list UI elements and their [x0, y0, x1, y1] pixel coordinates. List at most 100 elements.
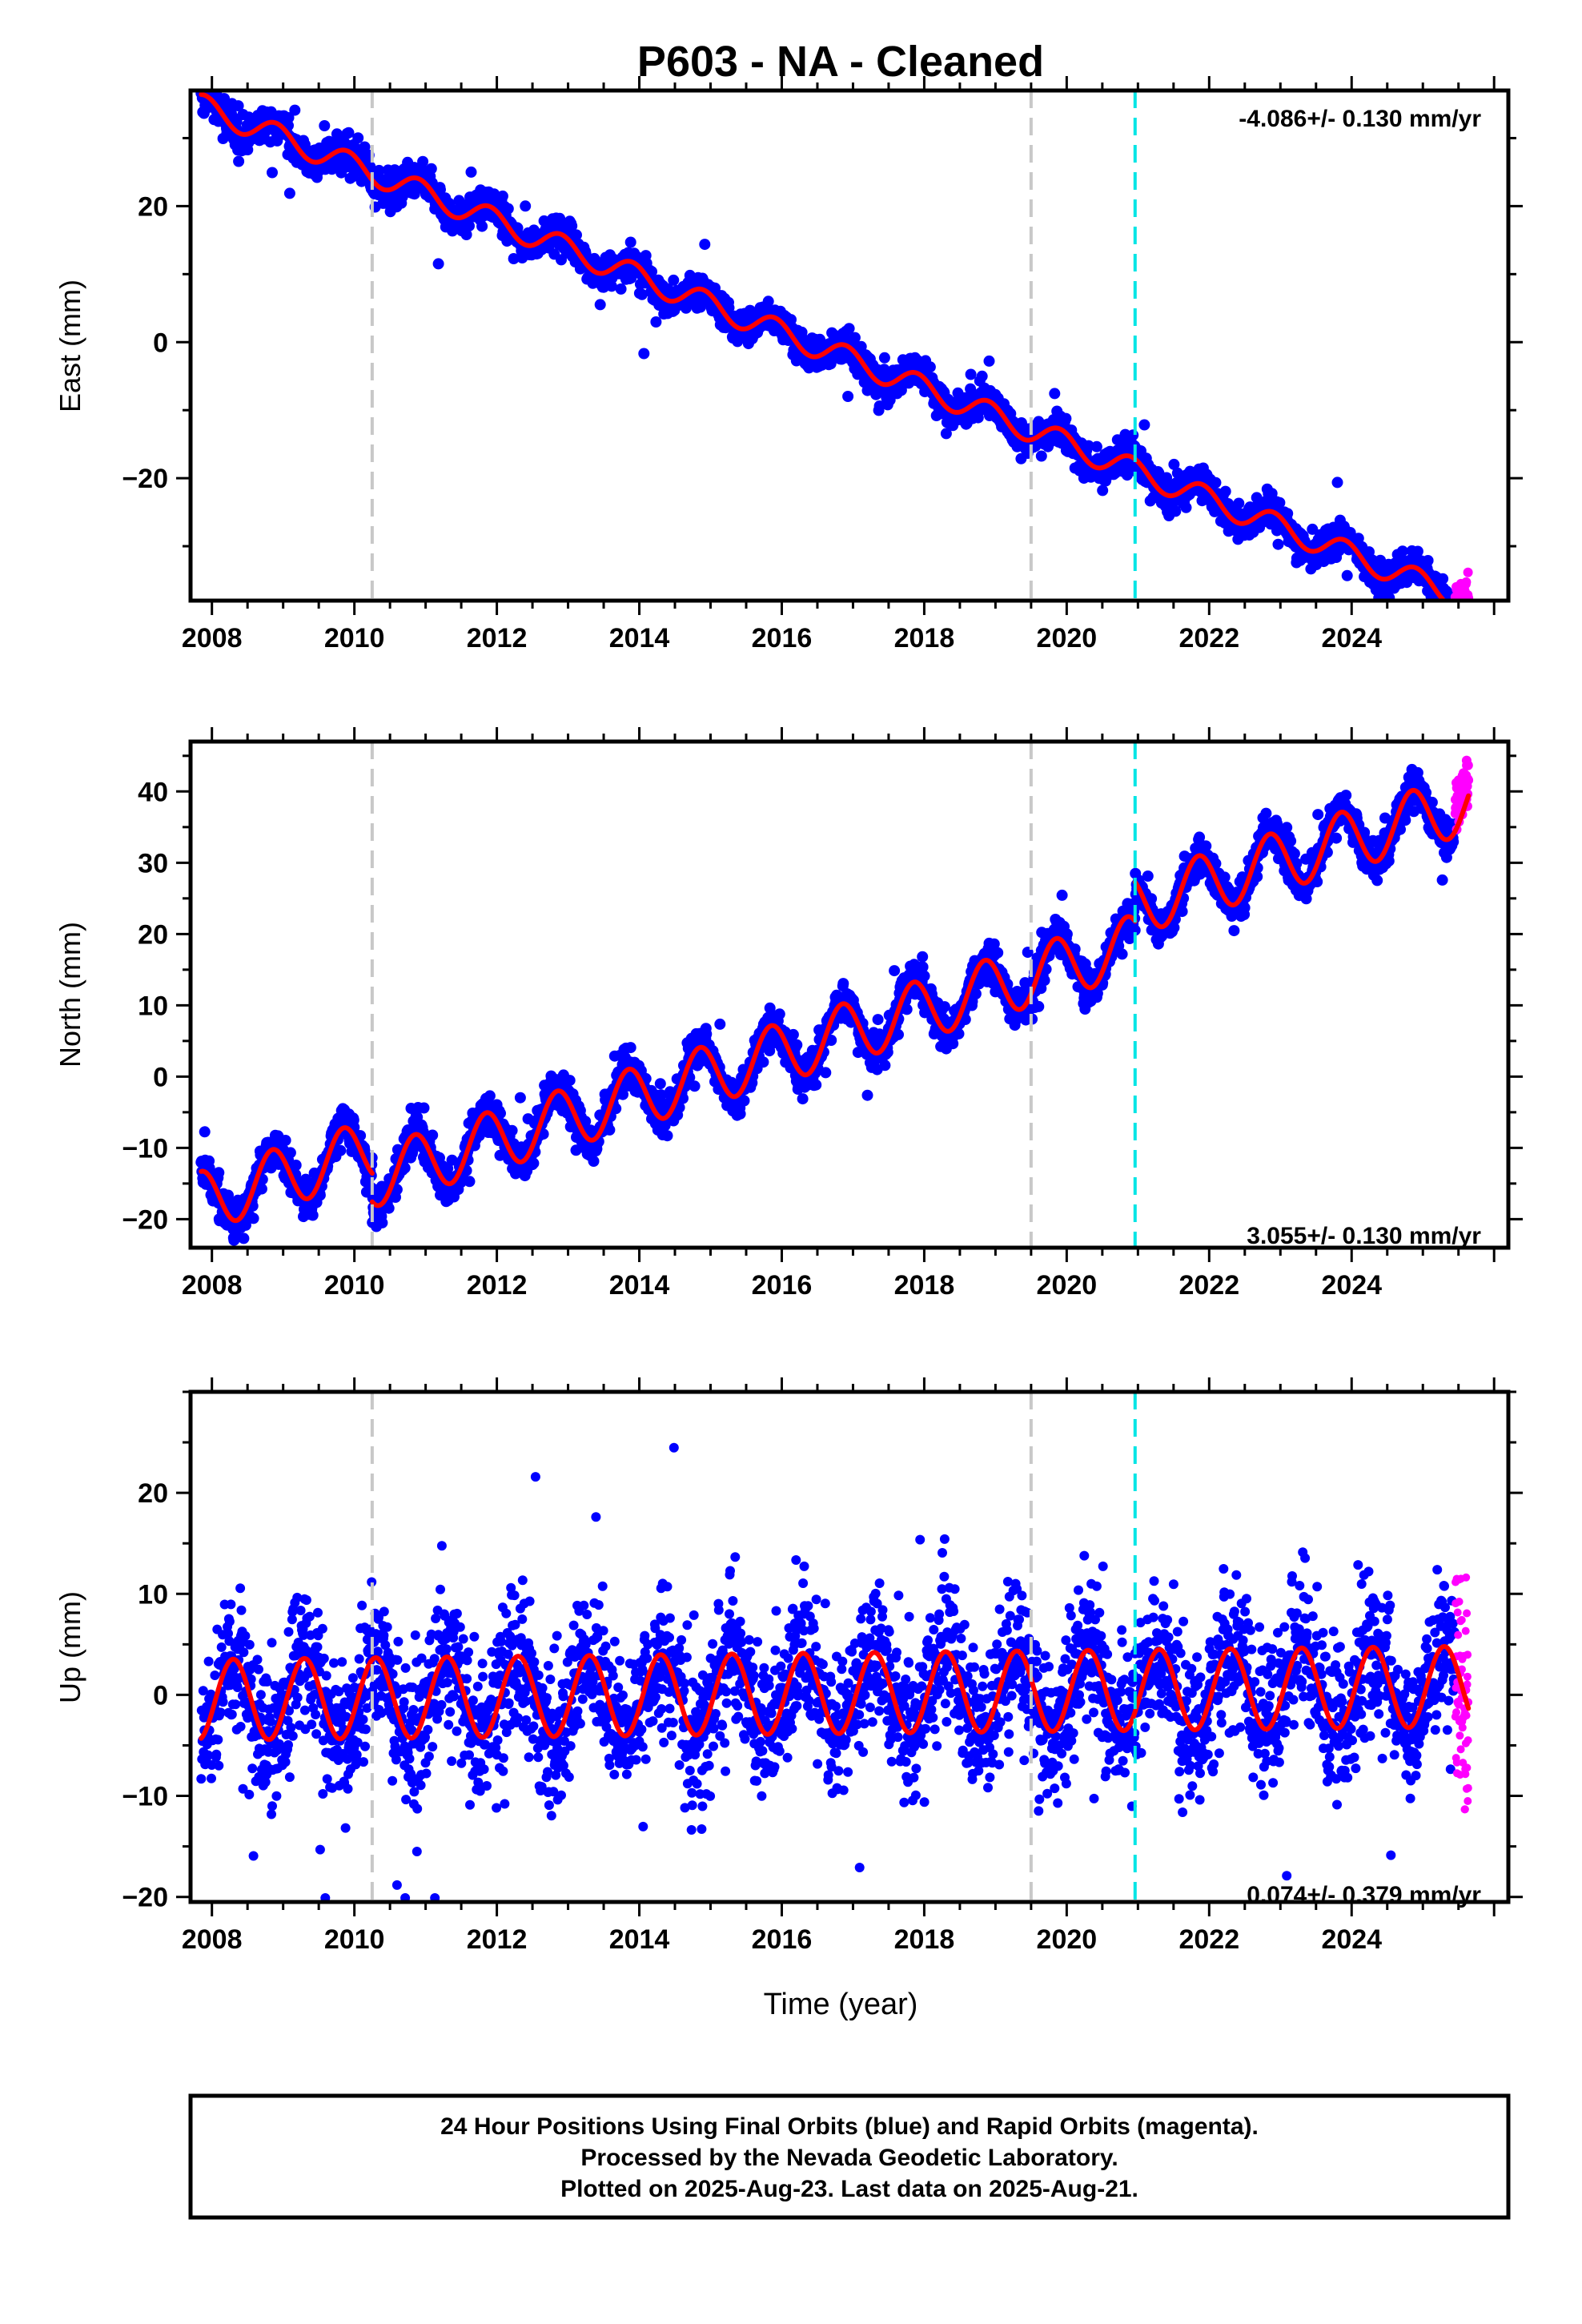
east-rapid-point-56 — [1461, 577, 1472, 587]
east-xtick-label: 2008 — [182, 623, 243, 653]
east-final-point-613 — [435, 183, 446, 195]
chart-title: P603 - NA - Cleaned — [637, 38, 1044, 86]
north-final-point-740 — [484, 1090, 496, 1102]
north-final-point-571 — [418, 1102, 430, 1114]
north-final-point-1195 — [661, 1130, 673, 1142]
east-final-point-2913 — [1331, 476, 1343, 489]
east-final-point-692 — [465, 166, 477, 178]
north-final-point-1576 — [810, 1079, 822, 1091]
east-final-point-1101 — [624, 236, 636, 248]
east-final-point-96 — [233, 155, 245, 167]
east-final-point-182 — [267, 167, 278, 179]
north-final-point-286 — [307, 1209, 319, 1221]
east-final-point-378 — [343, 127, 355, 139]
east-final-point-2311 — [1097, 485, 1109, 497]
north-final-point-69 — [223, 1189, 234, 1201]
panel-north: 2008 2010 2012 2014 2016 2018 2020 2022 2024−20−… — [54, 727, 1523, 1301]
north-final-point-481 — [383, 1202, 395, 1214]
east-final-point-2389 — [1127, 429, 1139, 441]
east-final-point-1155 — [646, 266, 657, 278]
east-ytick-label: 20 — [138, 191, 168, 222]
east-xtick-label: 2020 — [1037, 623, 1098, 653]
east-ytick-label: −20 — [122, 464, 168, 494]
east-final-point-2626 — [1219, 485, 1231, 497]
east-final-point-608 — [432, 258, 444, 270]
north-final-point-1483 — [773, 1008, 785, 1020]
east-final-point-2217 — [1060, 412, 1072, 424]
north-final-point-688 — [464, 1176, 476, 1188]
north-final-point-229 — [284, 1147, 296, 1159]
north-final-point-1382 — [734, 1108, 746, 1120]
north-final-point-243 — [290, 1160, 302, 1171]
north-scatter-layer — [195, 755, 1474, 1246]
east-xtick-label: 2012 — [467, 623, 528, 653]
east-final-point-2418 — [1138, 419, 1150, 431]
east-rate-label: -4.086+/- 0.130 mm/yr — [1239, 106, 1481, 132]
east-final-point-3119 — [1411, 545, 1423, 557]
east-final-point-720 — [476, 220, 488, 232]
east-final-point-2761 — [1272, 538, 1284, 550]
east-final-point-831 — [520, 200, 532, 212]
north-final-point-1527 — [791, 1039, 803, 1051]
east-final-point-801 — [508, 253, 520, 264]
north-final-point-464 — [376, 1216, 388, 1228]
north-final-point-1006 — [588, 1156, 600, 1167]
east-final-point-1166 — [650, 316, 662, 328]
east-final-point-2002 — [976, 370, 988, 382]
north-final-point-109 — [238, 1232, 250, 1244]
east-final-point-1752 — [878, 352, 890, 364]
north-final-point-1177 — [654, 1078, 666, 1090]
east-final-point-1658 — [842, 391, 854, 402]
east-final-point-456 — [373, 164, 385, 176]
north-final-point-216 — [279, 1135, 291, 1146]
north-final-point-1518 — [787, 1028, 799, 1040]
east-final-point-95 — [232, 100, 244, 112]
east-final-point-2938 — [1341, 569, 1353, 581]
east-final-point-1130 — [636, 288, 648, 300]
east-xtick-label: 2010 — [324, 623, 385, 653]
east-final-point-590 — [425, 163, 437, 175]
east-xtick-label: 2024 — [1321, 623, 1382, 653]
north-final-point-155 — [255, 1183, 267, 1195]
north-final-point-852 — [528, 1157, 540, 1169]
north-final-point-1330 — [714, 1018, 726, 1030]
north-final-point-45 — [213, 1167, 225, 1179]
east-final-point-3145 — [1422, 555, 1434, 566]
north-final-point-1441 — [757, 1056, 769, 1068]
east-final-point-266 — [299, 139, 311, 151]
north-final-point-1295 — [701, 1028, 713, 1040]
east-final-point-402 — [352, 132, 364, 144]
east-xtick-label: 2018 — [894, 623, 955, 653]
east-final-point-2525 — [1180, 501, 1192, 513]
panel-east: 2008 2010 2012 2014 2016 2018 2020 2022 2024−200… — [54, 76, 1523, 653]
east-final-point-1869 — [924, 361, 936, 373]
east-final-point-2601 — [1210, 476, 1222, 489]
east-final-point-2188 — [1049, 388, 1061, 400]
north-final-point-818 — [514, 1092, 526, 1104]
east-final-point-1211 — [668, 274, 680, 286]
east-final-point-1023 — [594, 299, 606, 311]
east-final-point-687 — [464, 220, 475, 232]
east-final-point-568 — [417, 155, 429, 167]
north-final-point-1265 — [689, 1080, 701, 1092]
north-final-point-1392 — [738, 1095, 750, 1107]
north-final-point-1101 — [624, 1042, 636, 1054]
east-final-point-2154 — [1035, 450, 1047, 462]
east-ytick-label: 0 — [153, 328, 168, 358]
east-final-point-240 — [289, 104, 301, 116]
east-final-point-680 — [460, 229, 472, 240]
east-final-point-1676 — [849, 332, 861, 344]
east-final-point-1291 — [699, 239, 711, 251]
east-final-point-1353 — [723, 302, 735, 314]
north-final-point-797 — [506, 1124, 518, 1136]
east-final-point-316 — [319, 120, 331, 131]
north-final-point-945 — [564, 1075, 576, 1087]
east-final-point-1454 — [762, 296, 774, 308]
east-final-point-1052 — [605, 280, 617, 292]
north-final-point-593 — [427, 1129, 439, 1141]
east-final-point-962 — [571, 229, 582, 241]
east-xtick-label: 2022 — [1178, 623, 1239, 653]
east-final-point-950 — [566, 220, 578, 232]
east-final-point-2660 — [1233, 497, 1245, 509]
